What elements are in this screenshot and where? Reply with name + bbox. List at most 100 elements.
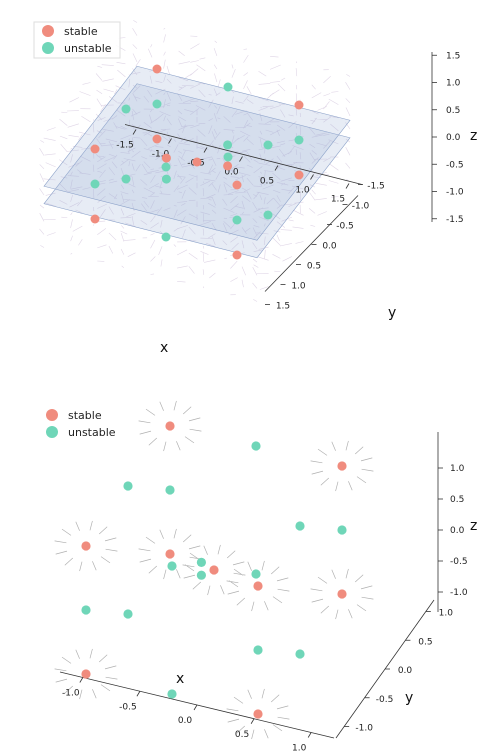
separatrix-planes (43, 65, 351, 259)
legend: stable unstable (33, 21, 121, 59)
z-axis-label: z (470, 128, 477, 144)
point-unstable (223, 152, 233, 162)
point-unstable (232, 215, 242, 225)
z-tick-label: 0.0 (446, 133, 461, 143)
point-stable (161, 153, 171, 163)
y-tick-label: 1.5 (276, 302, 290, 312)
plane-1 (43, 65, 351, 241)
x-tick-mark (136, 691, 141, 697)
y-tick-label: 0.5 (307, 262, 321, 272)
point-unstable (251, 569, 261, 579)
point-stable (192, 157, 202, 167)
top-3d-scatter-chart: -1.5-1.0-0.50.00.51.01.5-1.5-1.0-0.50.00… (33, 20, 477, 356)
y-tick-label: 1.0 (291, 282, 306, 292)
z-tick-label: -1.0 (446, 188, 464, 198)
vector-field (54, 400, 374, 740)
x-axis-label: x (160, 340, 168, 356)
legend-label-stable: stable (68, 409, 102, 422)
z-tick-label: 1.0 (450, 464, 465, 474)
y-axis-label: y (388, 305, 396, 321)
point-stable (253, 581, 263, 591)
z-tick-label: 1.5 (446, 51, 460, 61)
point-unstable (337, 525, 347, 535)
point-stable (223, 161, 233, 171)
legend-label-unstable: unstable (68, 426, 116, 439)
x-tick-label: 0.5 (235, 730, 249, 740)
point-stable (81, 669, 91, 679)
bottom-3d-scatter-chart: -1.0 -0.5 0.0 0.5 1.0 -1.0 -0.5 0.0 0.5 1.0 -1.0 -0… (46, 400, 477, 753)
point-stable (253, 709, 263, 719)
point-unstable (167, 561, 177, 571)
point-stable (90, 214, 100, 224)
x-tick-mark (193, 704, 198, 711)
point-unstable (253, 645, 263, 655)
x-tick-label: -1.0 (152, 150, 170, 160)
z-tick-label: 0.5 (450, 495, 464, 505)
x-tick-mark (168, 138, 172, 144)
point-unstable (295, 649, 305, 659)
point-unstable (161, 232, 171, 242)
point-stable (337, 461, 347, 471)
point-unstable (196, 570, 206, 580)
point-unstable (121, 104, 131, 114)
x-tick-mark (307, 732, 312, 738)
z-tick-label: -1.5 (446, 215, 464, 225)
point-unstable (90, 179, 100, 189)
x-tick-mark (274, 165, 279, 171)
point-unstable (294, 135, 304, 145)
z-tick-label: -1.0 (450, 588, 468, 598)
vector-arrows (39, 20, 351, 302)
point-unstable (223, 82, 233, 92)
legend: stable unstable (46, 409, 116, 439)
z-tick-label: 0.5 (446, 106, 460, 116)
point-stable (232, 250, 242, 260)
point-unstable (165, 485, 175, 495)
point-unstable (152, 99, 162, 109)
x-tick-label: 0.0 (178, 716, 193, 726)
x-tick-mark (132, 129, 137, 135)
y-axis-label: y (405, 690, 413, 706)
point-unstable (251, 441, 261, 451)
point-stable (165, 421, 175, 431)
y-tick-label: -1.0 (352, 202, 370, 212)
y-tick-label: -0.5 (376, 695, 394, 705)
y-tick-label: 1.0 (439, 609, 454, 619)
point-stable (294, 100, 304, 110)
x-tick-label: -0.5 (119, 702, 137, 712)
y-tick-label: 0.5 (418, 637, 432, 647)
point-unstable (223, 140, 233, 150)
x-tick-label: -1.0 (62, 689, 80, 699)
point-stable (152, 64, 162, 74)
z-tick-label: -0.5 (450, 557, 468, 567)
x-tick-mark (345, 183, 350, 189)
x-tick-mark (79, 677, 84, 683)
x-tick-mark (203, 147, 208, 153)
point-unstable (263, 210, 273, 220)
z-tick-label: 0.0 (450, 526, 465, 536)
x-tick-label: -1.5 (116, 141, 134, 151)
point-unstable (123, 481, 133, 491)
point-stable (152, 134, 162, 144)
point-stable (209, 565, 219, 575)
point-unstable (263, 140, 273, 150)
vector-arrows (54, 400, 374, 740)
z-tick-label: -0.5 (446, 160, 464, 170)
point-stable (165, 549, 175, 559)
legend-marker-stable (42, 25, 54, 37)
data-points (81, 421, 347, 719)
z-tick-label: 1.0 (446, 79, 461, 89)
point-unstable (167, 689, 177, 699)
point-unstable (81, 605, 91, 615)
y-tick-label: -1.0 (355, 724, 373, 734)
point-unstable (295, 521, 305, 531)
legend-label-stable: stable (64, 25, 98, 38)
point-unstable (123, 609, 133, 619)
x-tick-mark (310, 174, 314, 180)
axes: -1.5-1.0-0.50.00.51.01.5-1.5-1.0-0.50.00… (116, 51, 464, 311)
point-unstable (161, 174, 171, 184)
axes: -1.0 -0.5 0.0 0.5 1.0 -1.0 -0.5 0.0 0.5 1.0 -1.0 -0… (59, 432, 468, 753)
legend-marker-unstable (42, 42, 54, 54)
legend-label-unstable: unstable (64, 42, 112, 55)
vector-field (39, 20, 351, 302)
point-unstable (161, 162, 171, 172)
